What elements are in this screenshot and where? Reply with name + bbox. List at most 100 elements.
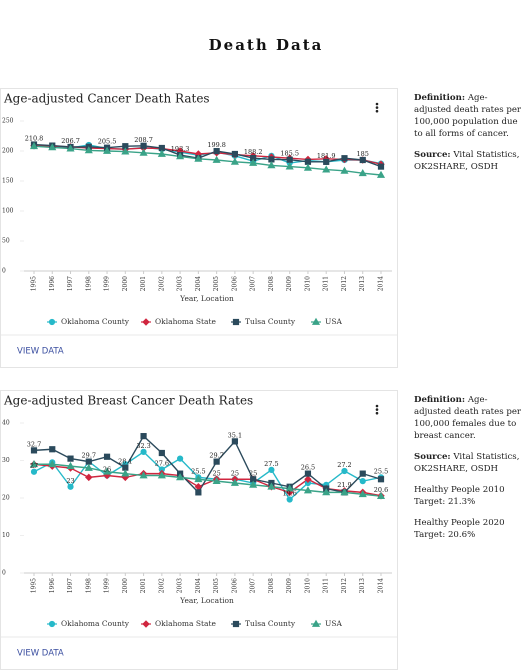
marker — [359, 470, 366, 477]
marker — [376, 170, 386, 178]
x-tick-label: 2011 — [323, 578, 330, 593]
marker — [231, 150, 238, 158]
legend-label: Oklahoma State — [155, 619, 217, 628]
marker — [48, 318, 56, 326]
marker — [230, 157, 239, 165]
marker — [67, 455, 74, 462]
marker — [48, 620, 56, 628]
marker — [195, 489, 202, 496]
x-tick-label: 1996 — [49, 578, 56, 593]
marker — [303, 163, 313, 171]
marker — [213, 148, 220, 155]
marker — [67, 483, 74, 490]
marker — [48, 460, 57, 468]
legend-label: Tulsa County — [245, 619, 296, 628]
marker — [212, 155, 221, 163]
x-tick-label: 2014 — [378, 276, 385, 291]
chart-title: Age-adjusted Cancer Death Rates — [3, 92, 210, 106]
marker — [213, 458, 220, 465]
x-tick-label: 1996 — [49, 276, 56, 291]
marker — [376, 491, 386, 500]
y-tick-label: 250 — [2, 118, 14, 125]
note: Source: Vital Statistics, OK2SHARE, OSDH — [414, 451, 522, 475]
x-tick-label: 2003 — [177, 578, 184, 593]
x-tick-label: 2001 — [140, 578, 147, 593]
data-label: 181.9 — [317, 152, 336, 160]
marker — [142, 620, 150, 628]
marker — [268, 466, 275, 473]
marker — [249, 480, 258, 488]
x-tick-label: 2009 — [286, 276, 293, 291]
marker — [286, 156, 293, 163]
marker — [359, 156, 366, 164]
marker — [322, 165, 331, 173]
marker — [140, 142, 147, 149]
note-text: Vital Statistics, OK2SHARE, OSDH — [414, 150, 520, 172]
marker — [121, 147, 130, 155]
note-label: Source: — [414, 452, 451, 462]
marker — [140, 433, 147, 440]
data-label: 23 — [66, 477, 74, 485]
series-line — [33, 145, 382, 176]
x-tick-label: 1999 — [104, 578, 111, 593]
marker — [230, 478, 239, 486]
marker — [377, 163, 385, 170]
y-tick-label: 20 — [2, 495, 10, 502]
data-label: 26.5 — [301, 464, 315, 472]
x-tick-label: 2000 — [122, 578, 129, 593]
legend-label: Oklahoma County — [61, 317, 130, 326]
note: Definition: Age-adjusted death rates per… — [414, 394, 522, 442]
marker — [48, 143, 57, 151]
marker — [139, 471, 148, 479]
marker — [121, 469, 130, 477]
marker — [232, 318, 240, 326]
marker — [30, 468, 38, 475]
data-label: 206.7 — [61, 137, 80, 145]
x-tick-label: 1998 — [85, 578, 92, 593]
marker — [157, 149, 166, 157]
marker — [29, 141, 39, 150]
marker — [103, 453, 111, 460]
marker — [286, 496, 293, 503]
legend-label: Tulsa County — [245, 317, 296, 326]
marker — [340, 488, 349, 496]
x-tick-label: 2001 — [140, 276, 147, 291]
y-tick-label: 0 — [2, 268, 6, 275]
chart-title: Age-adjusted Breast Cancer Death Rates — [3, 394, 253, 408]
y-tick-label: 0 — [2, 570, 6, 577]
marker — [85, 458, 92, 465]
x-tick-label: 2011 — [323, 276, 330, 291]
note-text: Target: 20.6% — [414, 530, 476, 540]
marker — [158, 449, 165, 457]
note-label: Definition: — [414, 93, 466, 103]
x-tick-label: 2012 — [341, 276, 348, 291]
y-tick-label: 10 — [2, 532, 10, 539]
x-tick-label: 2008 — [268, 276, 275, 291]
x-tick-label: 2004 — [195, 276, 202, 291]
data-label: 208.7 — [134, 136, 153, 144]
marker — [66, 461, 75, 470]
note-label: Definition: — [414, 395, 466, 405]
data-label: 27.5 — [264, 460, 278, 468]
view-data-link[interactable]: VIEW DATA — [17, 649, 64, 659]
marker — [140, 448, 147, 455]
notes: Definition: Age-adjusted death rates per… — [414, 394, 522, 550]
view-data-link[interactable]: VIEW DATA — [17, 347, 64, 357]
menu-dot — [375, 404, 379, 408]
data-label: 29.7 — [209, 452, 223, 460]
note-label: Healthy People 2010 — [414, 485, 505, 495]
x-tick-label: 2000 — [122, 276, 129, 291]
note: Healthy People 2010 Target: 21.3% — [414, 484, 522, 508]
y-tick-label: 50 — [2, 238, 10, 245]
legend-label: Oklahoma State — [155, 317, 217, 326]
data-label: 185 — [357, 150, 369, 158]
x-tick-label: 2005 — [213, 578, 220, 593]
x-tick-label: 2006 — [231, 578, 238, 593]
data-label: 25.5 — [374, 467, 388, 475]
marker — [176, 152, 185, 160]
marker — [304, 475, 312, 483]
marker — [304, 470, 312, 477]
y-tick-label: 150 — [2, 178, 14, 185]
marker — [267, 161, 276, 169]
